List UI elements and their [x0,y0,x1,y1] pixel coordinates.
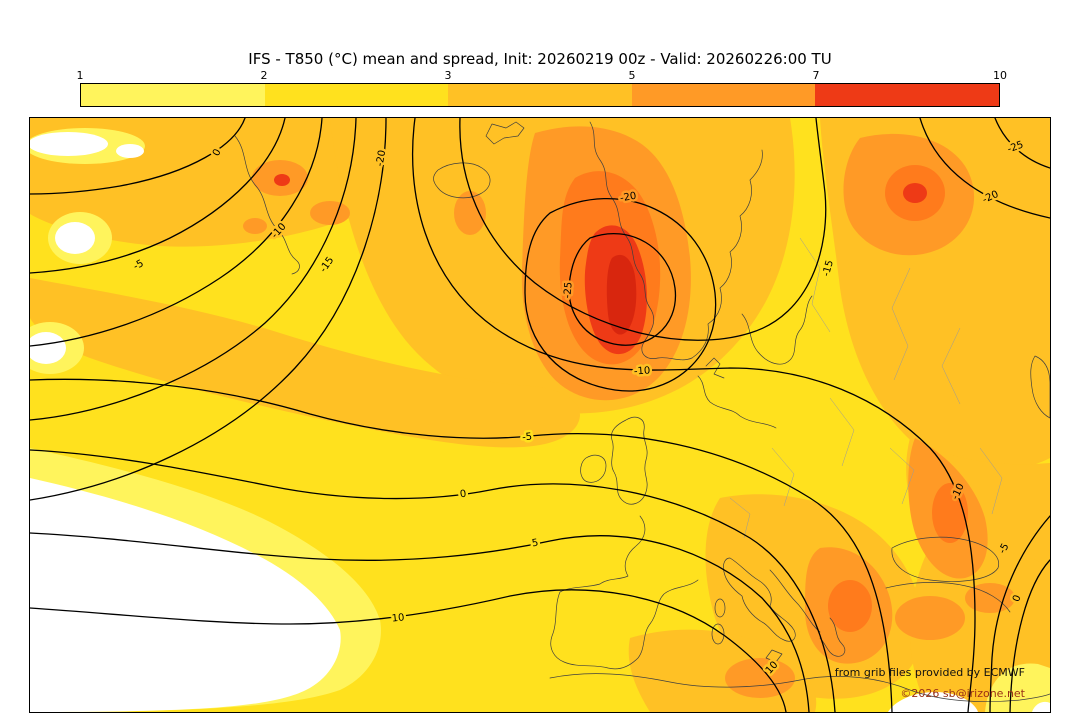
country-borders-layer [729,237,1003,539]
contour-lines-layer [30,118,1050,712]
credits-source: from grib files provided by ECMWF [835,666,1025,679]
colorbar-tick: 7 [812,69,820,82]
colorbar: 1 2 3 5 7 10 [76,69,1008,107]
contour-label: -5 [522,432,533,444]
colorbar-ticks: 1 2 3 5 7 10 [76,69,1008,82]
colorbar-tick: 3 [444,69,452,82]
contour-label: 10 [391,612,405,624]
credits: from grib files provided by ECMWF ©2026 … [835,666,1026,700]
colorbar-tick: 1 [76,69,84,82]
weather-map-svg: 0 -5 -10 -15 -20 -25 -20 -15 -10 -5 0 5 … [30,118,1050,712]
coastlines-layer [234,121,1050,703]
colorbar-segment [448,84,632,106]
chart-title: IFS - T850 (°C) mean and spread, Init: 2… [248,50,832,68]
colorbar-tick: 2 [260,69,268,82]
colorbar-tick: 10 [993,69,1007,82]
colorbar-segment [81,84,265,106]
spread-fill-layer [30,118,1050,712]
contour-label: -25 [562,282,574,299]
colorbar-segment [815,84,999,106]
map-frame: 0 -5 -10 -15 -20 -25 -20 -15 -10 -5 0 5 … [29,117,1051,713]
credits-copyright: ©2026 sb@irizone.net [900,687,1025,700]
colorbar-bar [80,83,1000,107]
colorbar-segment [631,84,816,106]
colorbar-tick: 5 [628,69,636,82]
colorbar-segment [264,84,449,106]
contour-label: -10 [634,365,651,377]
